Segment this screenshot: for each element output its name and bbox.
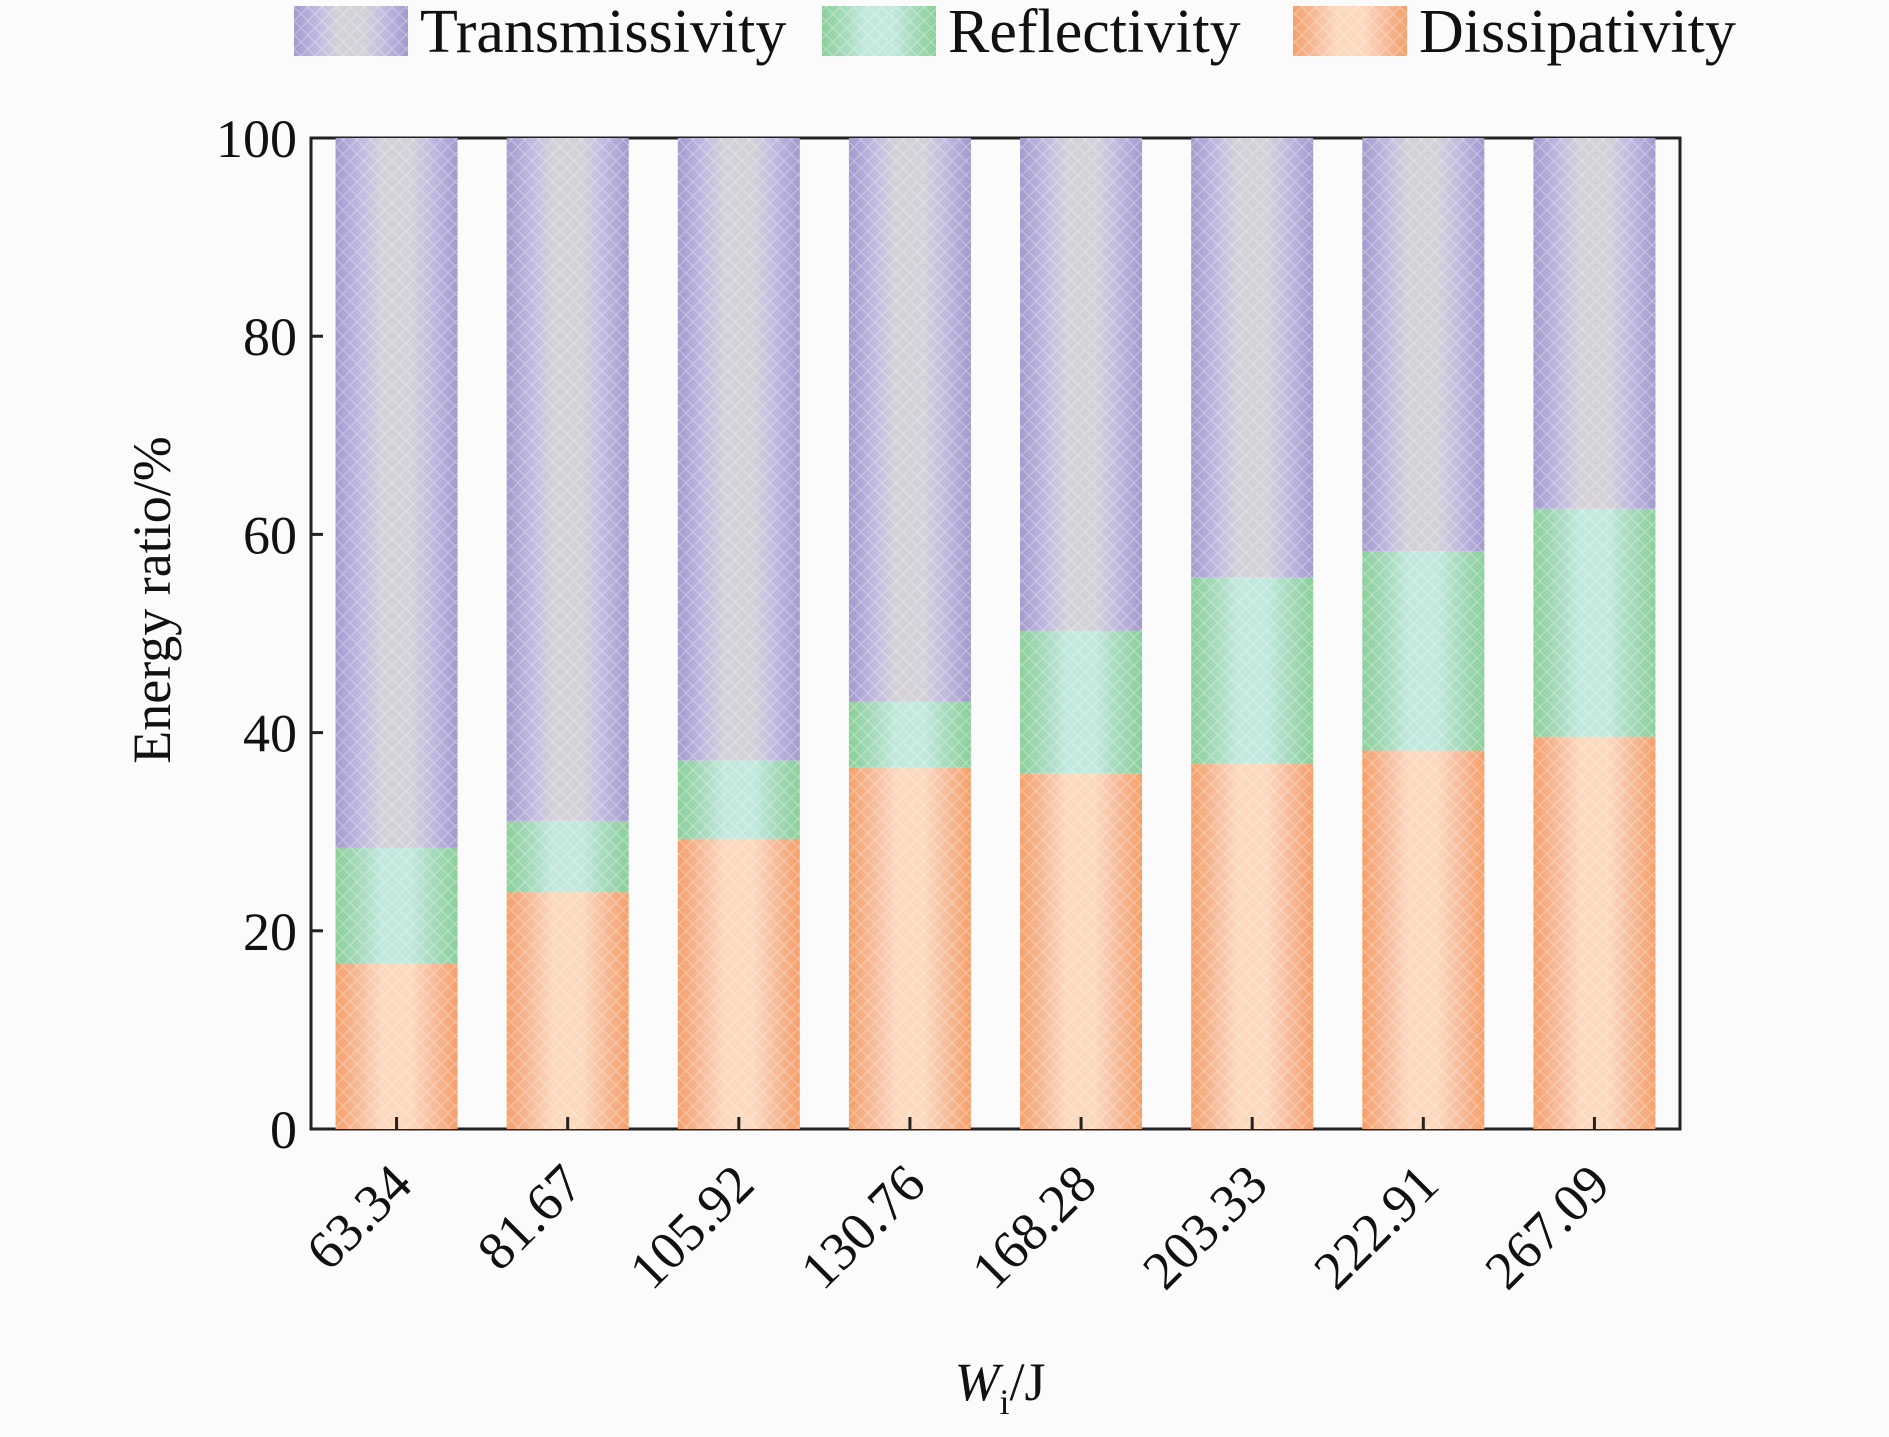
legend-label-dissipativity: Dissipativity — [1419, 0, 1736, 66]
bar-hatch-transmissivity-7 — [1362, 138, 1485, 552]
bar-hatch-transmissivity-8 — [1533, 138, 1656, 509]
bar-hatch-reflectivity-5 — [1020, 630, 1143, 774]
bar-hatch-reflectivity-8 — [1533, 508, 1656, 737]
bar-hatch-reflectivity-4 — [848, 701, 971, 768]
bar-hatch-dissipativity-4 — [848, 767, 971, 1129]
legend-label-reflectivity: Reflectivity — [948, 0, 1241, 66]
bar-hatch-reflectivity-7 — [1362, 551, 1485, 751]
bar-hatch-transmissivity-2 — [506, 138, 629, 821]
bar-hatch-reflectivity-3 — [677, 760, 800, 839]
x-axis-title-unit: /J — [1009, 1352, 1045, 1412]
plot-frame — [309, 136, 1682, 1131]
bar-hatch-transmissivity-5 — [1020, 138, 1143, 631]
legend-swatch-hatch-reflectivity — [822, 6, 936, 56]
y-tick-label: 20 — [243, 902, 297, 962]
plot-area: 63.34 81.67 105.92 130.76 168.28 203.33 222.91… — [216, 109, 1682, 1300]
legend-swatch-hatch-transmissivity — [294, 6, 408, 56]
y-tick-label: 60 — [243, 505, 297, 565]
x-tick-label: 81.67 — [466, 1153, 594, 1281]
bar-hatch-dissipativity-3 — [677, 838, 800, 1129]
y-tick-label: 100 — [216, 109, 297, 169]
legend-swatch-hatch-dissipativity — [1293, 6, 1407, 56]
bar-hatch-dissipativity-5 — [1020, 773, 1143, 1129]
bar-hatch-reflectivity-6 — [1191, 577, 1314, 764]
bar-hatch-transmissivity-1 — [335, 138, 458, 848]
x-tick-label: 222.91 — [1302, 1153, 1449, 1300]
bar-hatch-transmissivity-3 — [677, 138, 800, 761]
y-tick-label: 80 — [243, 307, 297, 367]
x-axis-title: Wi/J — [954, 1352, 1045, 1422]
x-axis-title-main: W — [954, 1352, 1004, 1412]
bar-hatch-dissipativity-2 — [506, 892, 629, 1129]
y-axis-title: Energy ratio/% — [122, 436, 182, 763]
bar-hatch-reflectivity-1 — [335, 847, 458, 964]
x-axis-title-sub: i — [999, 1382, 1009, 1422]
bar-hatch-dissipativity-8 — [1533, 736, 1656, 1129]
legend: Transmissivity Reflectivity Dissipativity — [294, 0, 1736, 66]
x-tick-label: 168.28 — [960, 1153, 1107, 1300]
bar-hatch-dissipativity-7 — [1362, 750, 1485, 1129]
bar-hatch-reflectivity-2 — [506, 820, 629, 893]
x-tick-label: 105.92 — [618, 1153, 765, 1300]
x-tick-label: 63.34 — [295, 1153, 423, 1281]
x-tick-label: 130.76 — [789, 1153, 936, 1300]
y-tick-label: 40 — [243, 704, 297, 764]
bar-hatch-dissipativity-6 — [1191, 763, 1314, 1129]
bar-hatch-transmissivity-4 — [848, 138, 971, 702]
y-tick-label: 0 — [270, 1100, 297, 1160]
legend-label-transmissivity: Transmissivity — [420, 0, 786, 66]
x-tick-label: 267.09 — [1473, 1153, 1620, 1300]
bar-hatch-transmissivity-6 — [1191, 138, 1314, 578]
x-tick-label: 203.33 — [1131, 1153, 1278, 1300]
bar-hatch-dissipativity-1 — [335, 963, 458, 1129]
